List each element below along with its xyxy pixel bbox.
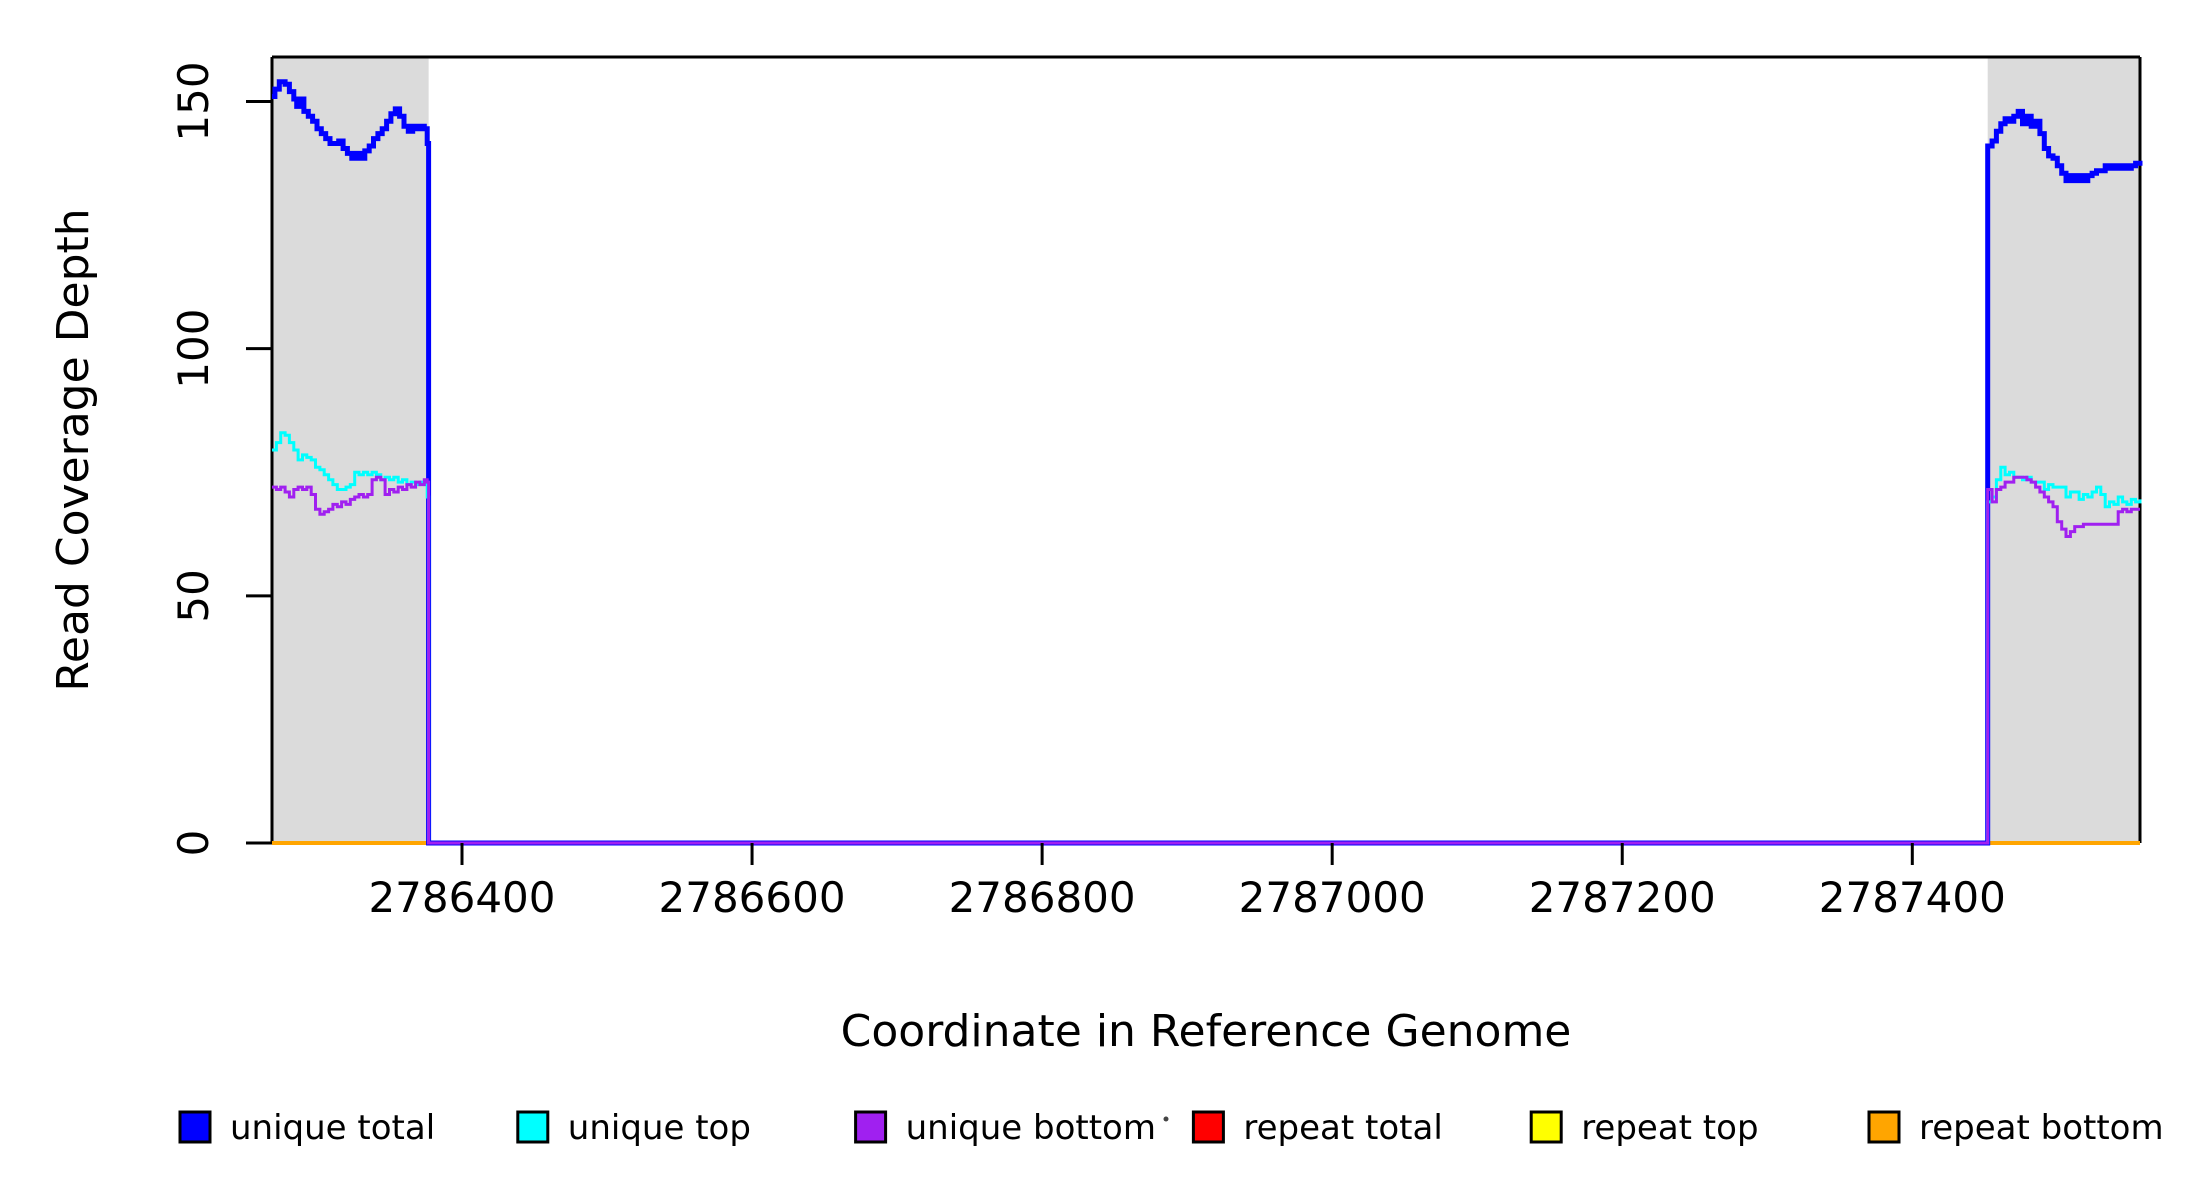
x-tick-label: 2786600 <box>659 873 846 922</box>
y-axis: 0 50 100 150 <box>169 61 272 856</box>
y-axis-title: Read Coverage Depth <box>48 208 99 691</box>
legend-label-unique-top: unique top <box>568 1108 751 1148</box>
x-tick-label: 2786400 <box>368 873 555 922</box>
legend-label-repeat-total: repeat total <box>1243 1108 1442 1148</box>
x-tick-label: 2787000 <box>1239 873 1426 922</box>
y-tick-label: 100 <box>169 309 218 389</box>
legend-swatch-repeat-bottom <box>1867 1110 1901 1144</box>
legend-swatch-unique-top <box>516 1110 550 1144</box>
series-lines <box>272 79 2143 846</box>
series-unique-total <box>272 79 2143 846</box>
legend: unique total unique top unique bottom repea… <box>178 1108 2164 1148</box>
y-tick-label: 50 <box>169 569 218 622</box>
legend-swatch-unique-bottom <box>854 1110 888 1144</box>
legend-label-unique-total: unique total <box>230 1108 435 1148</box>
shaded-regions <box>272 57 2140 843</box>
legend-swatch-unique-total <box>178 1110 212 1144</box>
x-tick-label: 2786800 <box>949 873 1136 922</box>
shaded-region <box>1987 57 2140 843</box>
legend-swatch-repeat-total <box>1191 1110 1225 1144</box>
x-tick-label: 2787400 <box>1819 873 2006 922</box>
stray-dot <box>1163 1116 1169 1122</box>
legend-label-repeat-bottom: repeat bottom <box>1919 1108 2164 1148</box>
x-tick-label: 2787200 <box>1529 873 1716 922</box>
legend-swatch-repeat-top <box>1529 1110 1563 1144</box>
y-tick-label: 0 <box>169 830 218 857</box>
x-axis: 2786400 2786600 2786800 2787000 2787200 27874… <box>368 843 2006 922</box>
legend-label-repeat-top: repeat top <box>1581 1108 1758 1148</box>
series-unique-bottom <box>272 475 2140 845</box>
x-axis-title: Coordinate in Reference Genome <box>841 1006 1572 1057</box>
legend-label-unique-bottom: unique bottom <box>906 1108 1156 1148</box>
y-tick-label: 150 <box>169 61 218 141</box>
